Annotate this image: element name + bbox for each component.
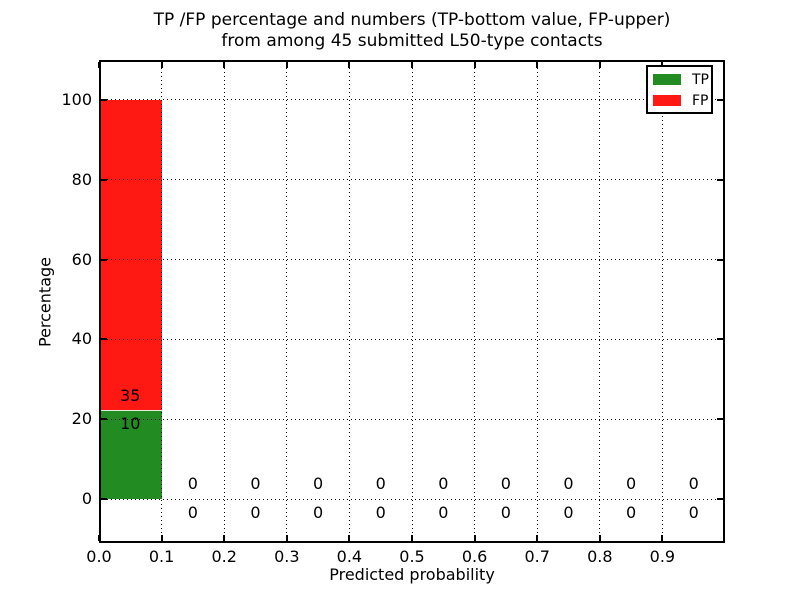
x-tick-top <box>285 62 288 68</box>
x-tick-label: 0.1 <box>148 547 175 566</box>
y-tick-right <box>717 498 723 501</box>
x-tick-top <box>598 62 601 68</box>
tp-count-label: 0 <box>313 503 324 523</box>
x-tick-label: 0.0 <box>86 547 112 566</box>
tp-count-label: 0 <box>626 503 637 523</box>
fp-count-label: 0 <box>250 474 261 494</box>
legend-swatch-tp <box>653 74 681 85</box>
x-tick-label: 0.2 <box>211 547 237 566</box>
fp-count-label: 0 <box>626 474 637 494</box>
x-tick-label: 0.6 <box>461 547 488 566</box>
x-tick-bottom <box>473 535 476 541</box>
y-tick-left <box>101 98 107 101</box>
y-tick-left <box>101 338 107 341</box>
grid-layer <box>99 60 725 543</box>
v-gridline <box>161 60 163 543</box>
y-tick-label: 20 <box>71 409 92 429</box>
bars-layer <box>99 60 725 543</box>
v-gridline <box>286 60 288 543</box>
tp-count-label: 0 <box>500 503 511 523</box>
y-tick-label: 60 <box>71 249 92 269</box>
plot-area: 0.0 0.1 0.2 0.3 0.4 0.5 0.6 0.7 0.8 0.9 0 20 40 60 80 1… <box>36 60 725 584</box>
chart-title-line2: from among 45 submitted L50-type contact… <box>221 31 603 51</box>
y-tick-right <box>717 338 723 341</box>
fp-count-label: 0 <box>563 474 574 494</box>
y-tick-label: 80 <box>71 169 92 189</box>
x-tick-top <box>160 62 163 68</box>
x-tick-bottom <box>598 535 601 541</box>
chart-title-line1: TP /FP percentage and numbers (TP-bottom… <box>153 10 671 30</box>
x-tick-bottom <box>98 535 100 541</box>
x-tick-top <box>536 62 539 68</box>
tp-count-label: 0 <box>438 503 449 523</box>
x-tick-label: 0.9 <box>649 547 676 566</box>
legend-swatch-fp <box>653 95 681 106</box>
y-tick-right <box>717 98 723 101</box>
x-tick-label: 0.7 <box>524 547 550 566</box>
legend-entry-tp: TP <box>653 69 711 90</box>
y-tick-left <box>101 418 107 421</box>
legend-label-tp: TP <box>692 71 709 88</box>
y-axis-label: Percentage <box>35 256 55 347</box>
x-tick-top <box>348 62 351 68</box>
y-tick-left <box>101 258 107 261</box>
x-tick-label: 0.8 <box>587 547 613 566</box>
x-tick-bottom <box>661 535 664 541</box>
tp-count-label: 0 <box>250 503 261 523</box>
fp-count-label: 0 <box>500 474 511 494</box>
x-tick-bottom <box>348 535 351 541</box>
bar-segment-tp <box>99 410 162 500</box>
legend-label-fp: FP <box>692 92 709 109</box>
x-tick-bottom <box>160 535 163 541</box>
value-labels-layer: 35 10 0 0 0 0 0 0 0 0 0 0 0 0 0 0 0 0 0 0 <box>99 60 725 543</box>
x-tick-bottom <box>223 535 226 541</box>
chart-title: TP /FP percentage and numbers (TP-bottom… <box>154 10 671 52</box>
v-gridline <box>536 60 538 543</box>
fp-count-label: 0 <box>187 474 198 494</box>
y-tick-left <box>101 498 107 501</box>
x-axis-label: Predicted probability <box>329 565 495 584</box>
v-gridline <box>661 60 663 543</box>
x-tick-top <box>411 62 413 68</box>
legend-entry-fp: FP <box>653 90 711 111</box>
x-tick-bottom <box>411 535 413 541</box>
x-tick-top <box>98 62 100 68</box>
y-tick-right <box>717 418 723 421</box>
bar-segment-fp <box>99 99 162 411</box>
fp-count-label: 0 <box>688 474 699 494</box>
v-gridline <box>223 60 225 543</box>
y-tick-label: 40 <box>71 329 92 349</box>
tp-count-label: 10 <box>120 414 141 434</box>
x-tick-bottom <box>285 535 288 541</box>
v-gridline <box>474 60 476 543</box>
tp-count-label: 0 <box>375 503 386 523</box>
y-tick-left <box>101 178 107 181</box>
x-tick-bottom <box>536 535 539 541</box>
legend-box: TP FP <box>646 65 713 114</box>
y-tick-right <box>717 258 723 261</box>
tp-count-label: 0 <box>563 503 574 523</box>
x-tick-top <box>473 62 476 68</box>
x-tick-top <box>223 62 226 68</box>
y-tick-label: 0 <box>81 488 92 508</box>
x-tick-label: 0.4 <box>336 547 363 566</box>
x-tick-label: 0.5 <box>399 547 425 566</box>
fp-count-label: 35 <box>120 385 141 405</box>
fp-count-label: 0 <box>375 474 386 494</box>
tp-count-label: 0 <box>688 503 699 523</box>
x-tick-label: 0.3 <box>274 547 300 566</box>
tick-labels-layer: 0.0 0.1 0.2 0.3 0.4 0.5 0.6 0.7 0.8 0.9 0 20 40 60 80 1… <box>61 60 725 566</box>
y-tick-right <box>717 178 723 181</box>
fp-count-label: 0 <box>438 474 449 494</box>
tp-count-label: 0 <box>187 503 198 523</box>
v-gridline <box>599 60 601 543</box>
v-gridline <box>348 60 350 543</box>
v-gridline <box>411 60 413 543</box>
fp-count-label: 0 <box>313 474 324 494</box>
y-tick-label: 100 <box>61 89 92 109</box>
